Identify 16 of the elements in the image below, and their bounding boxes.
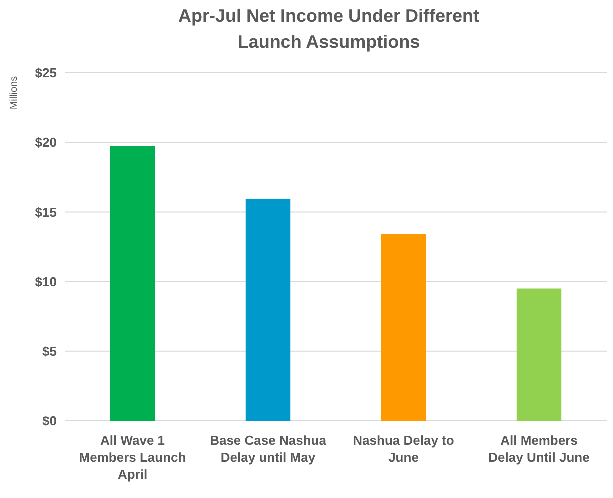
y-tick-label: $10: [35, 274, 57, 290]
y-axis-title: Millions: [9, 76, 20, 110]
y-tick-label: $15: [35, 204, 57, 220]
x-tick-label: All Wave 1 Members Launch April: [79, 433, 186, 482]
y-tick-label: $20: [35, 135, 57, 150]
x-tick-label: Base Case Nashua Delay until May: [210, 433, 328, 465]
y-tick-label: $5: [42, 344, 57, 359]
bar: [381, 234, 426, 421]
bar: [516, 288, 562, 421]
chart-title: Apr-Jul Net Income Under Different Launch Assumptions: [178, 6, 480, 52]
bar: [110, 146, 156, 421]
y-tick-label: $0: [42, 414, 57, 429]
bar: [246, 198, 291, 421]
x-tick-label: All Members Delay Until June: [488, 433, 590, 465]
x-tick-label: Nashua Delay to June: [353, 433, 454, 465]
y-tick-label: $25: [35, 66, 57, 81]
